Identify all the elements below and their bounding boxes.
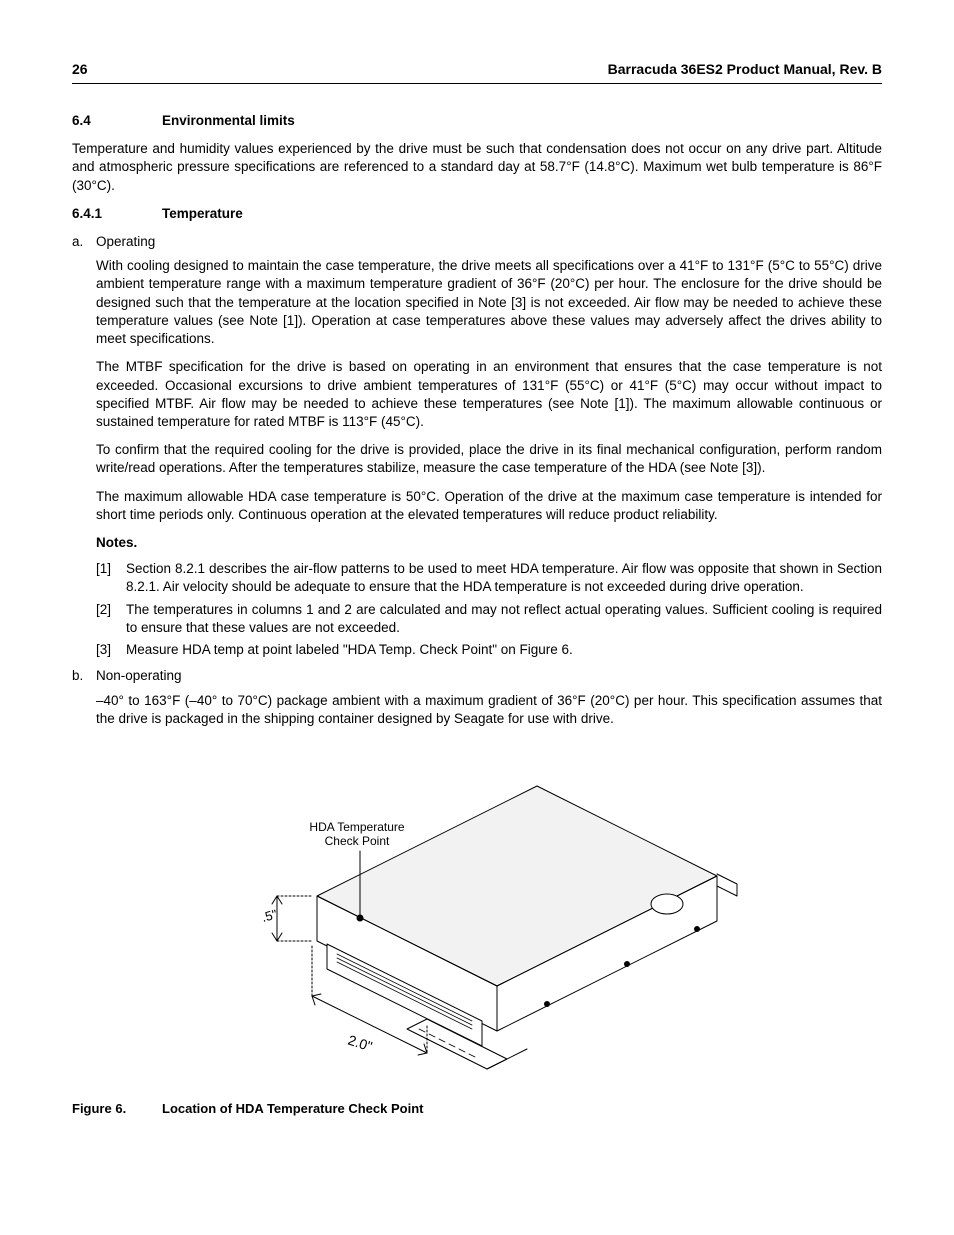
- page-number: 26: [72, 60, 88, 79]
- note-text: Measure HDA temp at point labeled "HDA T…: [126, 641, 882, 659]
- note-marker: [1]: [96, 560, 126, 596]
- note-2: [2]The temperatures in columns 1 and 2 a…: [96, 601, 882, 637]
- callout-line1: HDA Temperature: [309, 820, 404, 834]
- note-1: [1]Section 8.2.1 describes the air-flow …: [96, 560, 882, 596]
- note-text: Section 8.2.1 describes the air-flow pat…: [126, 560, 882, 596]
- note-text: The temperatures in columns 1 and 2 are …: [126, 601, 882, 637]
- section-6-4-intro: Temperature and humidity values experien…: [72, 140, 882, 195]
- section-title: Temperature: [162, 205, 243, 223]
- operating-p2: The MTBF specification for the drive is …: [96, 358, 882, 431]
- section-number: 6.4.1: [72, 205, 162, 223]
- hdd-diagram: HDA Temperature Check Point .5" 2.0": [197, 746, 757, 1086]
- operating-p1: With cooling designed to maintain the ca…: [96, 257, 882, 348]
- figure-number: Figure 6.: [72, 1100, 162, 1118]
- section-title: Environmental limits: [162, 112, 295, 130]
- section-number: 6.4: [72, 112, 162, 130]
- temperature-list: a.Operating With cooling designed to mai…: [72, 233, 882, 728]
- list-label: Operating: [96, 234, 155, 249]
- list-item-operating: a.Operating With cooling designed to mai…: [72, 233, 882, 659]
- operating-p3: To confirm that the required cooling for…: [96, 441, 882, 477]
- section-6-4-1-heading: 6.4.1 Temperature: [72, 205, 882, 223]
- section-6-4-heading: 6.4 Environmental limits: [72, 112, 882, 130]
- figure-6: HDA Temperature Check Point .5" 2.0": [72, 746, 882, 1086]
- dim-horizontal: 2.0": [346, 1032, 374, 1055]
- callout-line2: Check Point: [325, 834, 390, 848]
- note-marker: [2]: [96, 601, 126, 637]
- operating-p4: The maximum allowable HDA case temperatu…: [96, 488, 882, 524]
- list-item-non-operating: b.Non-operating –40° to 163°F (–40° to 7…: [72, 667, 882, 728]
- page-header: 26 Barracuda 36ES2 Product Manual, Rev. …: [72, 60, 882, 84]
- figure-caption: Figure 6. Location of HDA Temperature Ch…: [72, 1100, 882, 1118]
- doc-title: Barracuda 36ES2 Product Manual, Rev. B: [608, 60, 882, 79]
- figure-title: Location of HDA Temperature Check Point: [162, 1100, 423, 1118]
- dim-vertical: .5": [260, 906, 279, 925]
- notes-heading: Notes.: [96, 534, 882, 552]
- list-marker: a.: [72, 233, 96, 251]
- non-operating-p1: –40° to 163°F (–40° to 70°C) package amb…: [96, 692, 882, 728]
- list-marker: b.: [72, 667, 96, 685]
- notes-list: [1]Section 8.2.1 describes the air-flow …: [96, 560, 882, 659]
- note-marker: [3]: [96, 641, 126, 659]
- note-3: [3]Measure HDA temp at point labeled "HD…: [96, 641, 882, 659]
- list-label: Non-operating: [96, 668, 182, 683]
